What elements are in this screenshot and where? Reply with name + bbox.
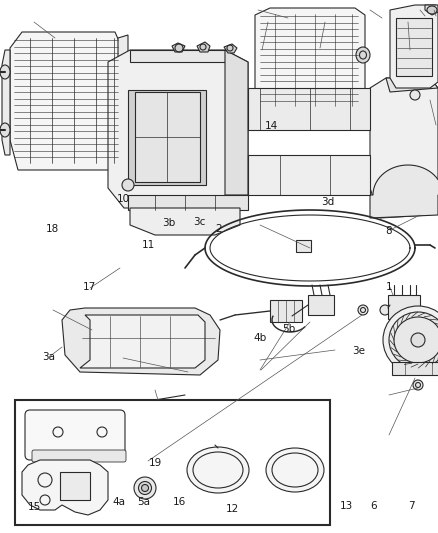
Bar (388, 295, 420, 319)
Text: 12: 12 (226, 504, 239, 514)
Circle shape (358, 305, 368, 315)
Text: 13: 13 (339, 501, 353, 511)
Text: 1: 1 (386, 282, 392, 292)
Polygon shape (370, 165, 438, 218)
Polygon shape (425, 5, 438, 15)
Circle shape (380, 305, 390, 315)
Polygon shape (2, 50, 10, 155)
Ellipse shape (0, 123, 10, 137)
Text: 14: 14 (265, 121, 278, 131)
Text: 5a: 5a (138, 497, 151, 507)
Ellipse shape (266, 448, 324, 492)
Polygon shape (268, 108, 355, 126)
Bar (308, 295, 334, 315)
Polygon shape (197, 42, 210, 52)
Polygon shape (108, 50, 248, 208)
Polygon shape (225, 50, 248, 195)
Text: 3e: 3e (353, 346, 365, 356)
Bar (15, 400, 330, 525)
Text: 5b: 5b (283, 324, 296, 334)
Ellipse shape (356, 47, 370, 63)
Ellipse shape (411, 333, 425, 347)
Circle shape (413, 380, 423, 390)
Text: 4b: 4b (253, 333, 267, 343)
Polygon shape (118, 35, 128, 160)
Polygon shape (224, 44, 237, 53)
Ellipse shape (134, 477, 156, 499)
Polygon shape (386, 78, 438, 92)
Text: 6: 6 (371, 501, 377, 511)
Circle shape (410, 90, 420, 100)
Text: 8: 8 (386, 226, 392, 236)
Text: 15: 15 (27, 502, 41, 512)
Text: 18: 18 (46, 224, 59, 234)
Polygon shape (135, 92, 200, 182)
Text: 3a: 3a (42, 352, 56, 362)
Polygon shape (248, 88, 370, 130)
Polygon shape (128, 195, 248, 210)
Polygon shape (172, 43, 185, 52)
Bar (60, 472, 90, 500)
Circle shape (122, 179, 134, 191)
Polygon shape (130, 208, 240, 235)
Ellipse shape (187, 447, 249, 493)
Bar (296, 240, 311, 252)
Text: 3c: 3c (193, 217, 205, 227)
Text: 3b: 3b (162, 218, 176, 228)
Text: 4a: 4a (113, 497, 126, 507)
Polygon shape (62, 308, 220, 375)
Text: 19: 19 (148, 458, 162, 468)
Polygon shape (390, 5, 438, 88)
Ellipse shape (389, 312, 438, 368)
Text: 10: 10 (117, 194, 130, 204)
Bar (270, 300, 302, 322)
Text: 2: 2 (215, 224, 223, 234)
Bar (128, 90, 206, 185)
Polygon shape (130, 50, 225, 62)
Ellipse shape (141, 484, 148, 491)
Ellipse shape (0, 65, 10, 79)
Text: 3d: 3d (321, 197, 335, 207)
Polygon shape (370, 78, 438, 218)
Text: 7: 7 (408, 501, 414, 511)
Ellipse shape (138, 481, 152, 495)
Text: 17: 17 (82, 282, 95, 292)
Polygon shape (265, 112, 360, 118)
Text: 11: 11 (141, 240, 155, 250)
Bar (396, 18, 432, 76)
FancyBboxPatch shape (25, 410, 125, 460)
Polygon shape (10, 32, 122, 170)
Polygon shape (248, 155, 370, 195)
Ellipse shape (383, 306, 438, 374)
Polygon shape (80, 315, 205, 368)
Polygon shape (392, 362, 438, 375)
Text: 16: 16 (173, 497, 186, 507)
Polygon shape (22, 460, 108, 515)
Circle shape (302, 114, 314, 126)
Ellipse shape (427, 6, 437, 14)
Polygon shape (255, 8, 365, 112)
FancyBboxPatch shape (32, 450, 126, 462)
